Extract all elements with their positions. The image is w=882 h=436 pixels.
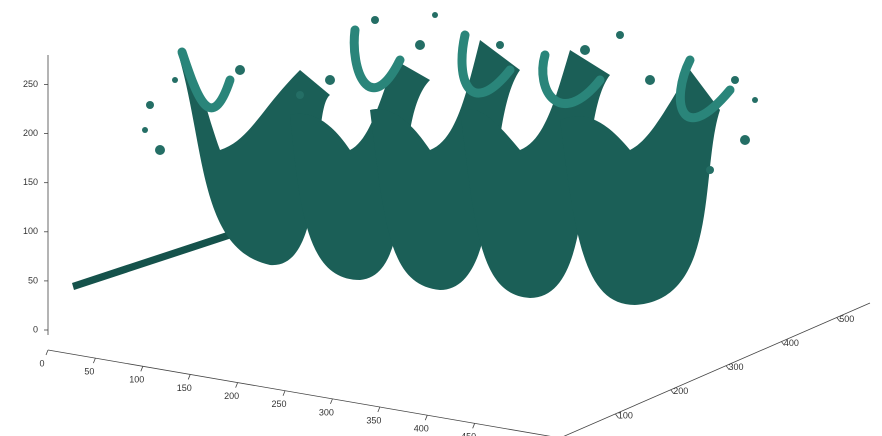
x-axis [48,350,560,436]
x-tick-label: 250 [272,399,287,409]
x-tick [93,358,95,363]
y-axis [560,303,870,436]
y-tick-label: 100 [618,410,633,420]
x-tick [141,366,143,371]
rim [182,52,230,108]
surface [72,12,758,305]
x-tick [46,350,48,355]
z-tick-label: 150 [23,177,38,187]
x-tick-label: 200 [224,391,239,401]
x-tick [283,391,285,396]
x-tick [330,399,332,404]
x-tick-label: 50 [84,367,94,377]
x-tick-label: 0 [39,358,44,368]
y-tick-label: 200 [673,386,688,396]
x-tick-label: 150 [177,383,192,393]
x-tick [236,383,238,388]
z-tick-label: 200 [23,128,38,138]
z-tick-label: 250 [23,79,38,89]
y-tick-label: 300 [729,362,744,372]
x-tick-label: 100 [129,375,144,385]
page: {"chart_data": {"type": "surface3d", "xl… [0,0,882,436]
rim [354,30,400,88]
z-tick-label: 50 [28,275,38,285]
x-tick-label: 450 [461,432,476,436]
y-tick-label: 400 [784,338,799,348]
y-tick-label: 500 [839,314,854,324]
x-tick [378,407,380,412]
x-tick-label: 350 [366,415,381,425]
x-tick-label: 400 [414,424,429,434]
x-tick [473,423,475,428]
rod [72,229,238,290]
z-tick-label: 0 [33,324,38,334]
x-tick [188,374,190,379]
z-tick-label: 100 [23,226,38,236]
x-tick [425,415,427,420]
x-tick-label: 300 [319,407,334,417]
chart: 0 50 100 150 200 250 300 350 400 450 0 100 200 300 400… [0,0,882,436]
